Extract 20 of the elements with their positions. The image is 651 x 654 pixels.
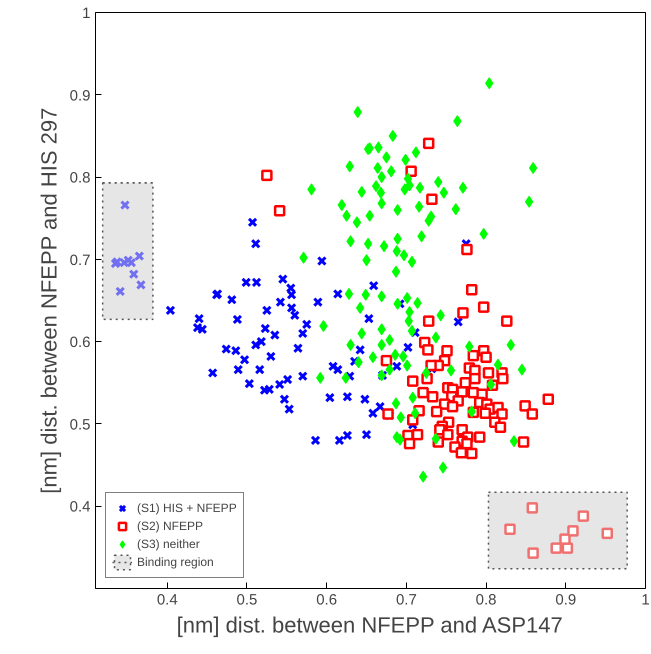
y-tick-label: 0.7 [70, 252, 91, 269]
x-tick-label: 0.6 [316, 592, 338, 608]
y-axis-title: [nm] dist. between NFEPP and HIS 297 [36, 108, 62, 494]
y-tick-label: 0.4 [70, 498, 91, 516]
x-tick-label: 0.5 [236, 592, 258, 608]
legend-label: (S1) HIS + NFEPP [137, 500, 237, 517]
y-tick-label: 0.8 [70, 170, 91, 187]
y-tick-label: 1 [82, 5, 90, 22]
legend-label: (S2) NFEPP [137, 518, 204, 535]
y-tick-label: 0.5 [70, 416, 91, 434]
y-tick-label: 0.6 [70, 334, 91, 352]
x-tick-label: 0.7 [396, 592, 417, 608]
legend-label: (S3) neither [137, 536, 200, 553]
x-tick-label: 1 [641, 592, 650, 608]
x-tick-label: 0.4 [156, 592, 178, 608]
legend-label: Binding region [137, 554, 214, 571]
x-tick-label: 0.8 [476, 592, 497, 608]
x-tick-label: 0.9 [555, 592, 576, 608]
x-axis-title: [nm] dist. between NFEPP and ASP147 [176, 612, 563, 638]
y-tick-label: 0.9 [70, 87, 91, 104]
